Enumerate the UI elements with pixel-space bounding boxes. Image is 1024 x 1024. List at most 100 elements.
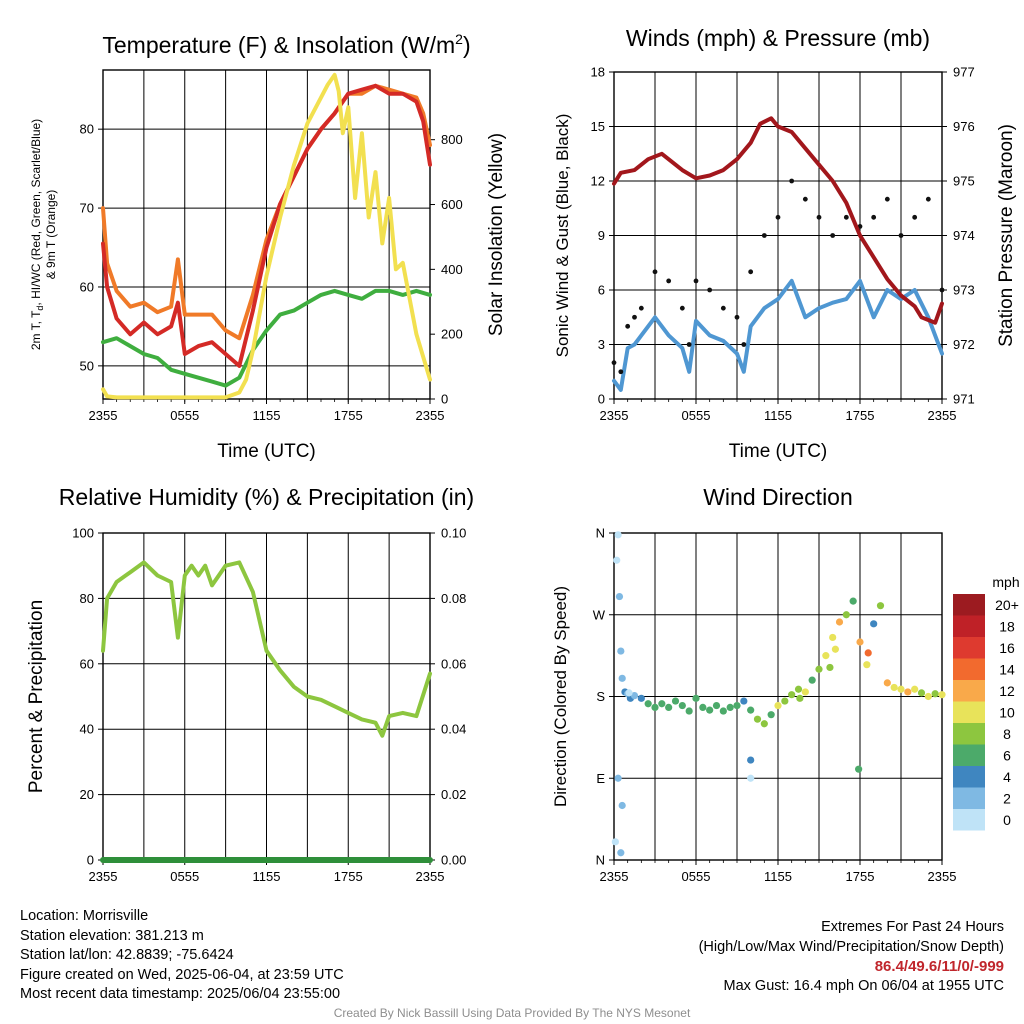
x-tick-label: 2355 [89, 408, 118, 423]
y-tick-label: N [596, 853, 605, 868]
x-tick-label: 0555 [682, 869, 711, 884]
gust-point [925, 196, 931, 202]
gust-point [741, 342, 747, 347]
gust-point [884, 196, 890, 202]
y-tick-label: 80 [80, 591, 94, 606]
gust-point [898, 233, 904, 238]
direction-point [614, 774, 622, 782]
direction-point [829, 633, 837, 642]
direction-point [796, 694, 804, 702]
direction-point [849, 597, 857, 605]
direction-point [719, 707, 727, 715]
ylabel-part: 2m T, T [29, 310, 43, 350]
gust-point [693, 278, 699, 284]
direction-point [706, 706, 714, 714]
gust-point [686, 342, 692, 347]
direction-point [835, 618, 844, 626]
direction-point [644, 700, 652, 708]
gust-point [625, 323, 631, 329]
direction-point [801, 688, 809, 696]
y2-tick-label: 400 [441, 262, 463, 277]
y-tick-label: 100 [72, 526, 94, 541]
y-axis-label: Percent & Precipitation [26, 600, 47, 793]
y-tick-label: 50 [80, 358, 94, 373]
direction-point [760, 720, 768, 728]
direction-point [911, 685, 919, 693]
gust-point [789, 178, 795, 184]
station-latlon: Station lat/lon: 42.8839; -75.6424 [20, 947, 234, 963]
ylabel-part: , HI/WC (Red, Green, Scarlet/Blue) [29, 119, 43, 306]
x-axis-label: Time (UTC) [217, 441, 316, 462]
direction-point [699, 703, 707, 712]
series-line-0 [612, 278, 944, 392]
y-axis-label: Sonic Wind & Gust (Blue, Black) [553, 114, 572, 358]
gust-point [652, 269, 658, 275]
x-tick-label: 2355 [928, 869, 957, 884]
legend-swatch [953, 809, 985, 831]
gust-point [632, 314, 637, 320]
y2-tick-label: 0.02 [441, 787, 466, 802]
direction-point [864, 649, 872, 657]
x-tick-label: 0555 [170, 408, 199, 423]
y-tick-label: 3 [598, 337, 605, 352]
chart-title: Winds (mph) & Pressure (mb) [626, 25, 930, 51]
gust-point [761, 233, 767, 238]
x-tick-label: 0555 [170, 869, 199, 884]
legend-swatch [953, 637, 985, 659]
series-line-1 [101, 83, 432, 368]
y2-tick-label: 971 [953, 392, 975, 407]
legend-swatch [953, 594, 985, 616]
direction-point [890, 683, 898, 692]
legend-swatch [953, 680, 985, 702]
direction-point [794, 685, 803, 693]
legend-label: 16 [999, 640, 1015, 656]
x-tick-label: 1755 [846, 408, 875, 423]
y2-tick-label: 800 [441, 132, 463, 147]
direction-point [651, 703, 659, 712]
x-tick-label: 1155 [764, 408, 792, 423]
y2-tick-label: 975 [953, 174, 975, 189]
y2-tick-label: 200 [441, 327, 463, 342]
legend-label: 20+ [995, 597, 1019, 613]
gust-point [843, 214, 849, 220]
winds-pressure-chart: 2355 0555 1155 1755 235503691215189719729739… [553, 25, 1017, 462]
y-tick-label: 40 [80, 722, 94, 737]
temperature-insolation-chart: 2355 0555 1155 1755 235550607080020040060080… [29, 31, 507, 462]
direction-point [774, 701, 782, 710]
y2-axis-label: Solar Insolation (Yellow) [486, 133, 507, 336]
y-tick-label: S [596, 689, 605, 704]
direction-point [618, 801, 626, 810]
y-tick-label: 60 [80, 279, 94, 294]
data-timestamp: Most recent data timestamp: 2025/06/04 2… [20, 986, 341, 1002]
direction-point [671, 697, 680, 705]
x-tick-label: 2355 [416, 869, 445, 884]
legend-label: 8 [1003, 726, 1011, 742]
direction-point [678, 701, 686, 710]
direction-point [856, 638, 864, 646]
y-tick-label: N [596, 526, 605, 541]
series-line-0 [101, 560, 432, 738]
series-line-3 [101, 72, 432, 400]
y-tick-label: 60 [80, 656, 94, 671]
direction-point [615, 592, 624, 601]
y-tick-label: 12 [591, 174, 605, 189]
legend-swatch [953, 658, 985, 680]
direction-point [904, 688, 912, 696]
direction-point [870, 620, 878, 628]
direction-point [917, 689, 926, 697]
legend-label: 2 [1003, 791, 1011, 807]
direction-point [924, 692, 932, 701]
y2-tick-label: 974 [953, 228, 975, 243]
station-elevation: Station elevation: 381.213 m [20, 927, 204, 944]
x-tick-label: 1755 [334, 869, 363, 884]
gust-point [912, 214, 918, 220]
ylabel-subscript: d [35, 306, 45, 311]
legend-label: 14 [999, 662, 1015, 678]
gust-point [611, 360, 617, 366]
direction-point [614, 531, 622, 539]
station-location: Location: Morrisville [20, 908, 149, 924]
x-tick-label: 2355 [89, 869, 118, 884]
direction-point [747, 706, 755, 714]
